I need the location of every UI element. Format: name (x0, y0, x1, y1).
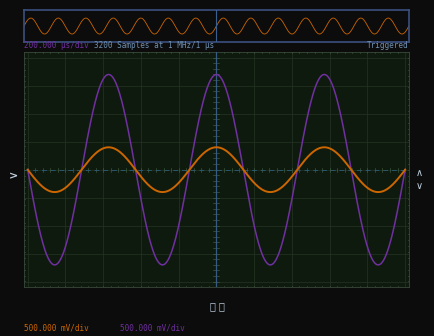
Text: Triggered: Triggered (366, 41, 408, 50)
Text: 〈 〉: 〈 〉 (210, 302, 224, 311)
Text: 3200 Samples at 1 MHz/1 µs: 3200 Samples at 1 MHz/1 µs (93, 41, 213, 50)
Text: ∧: ∧ (415, 168, 422, 178)
Text: ∨: ∨ (415, 181, 422, 191)
Text: 200.000 µs/div: 200.000 µs/div (24, 41, 89, 50)
Text: >: > (9, 171, 18, 181)
Text: 500.000 mV/div: 500.000 mV/div (24, 324, 89, 333)
Text: 500.000 mV/div: 500.000 mV/div (119, 324, 184, 333)
